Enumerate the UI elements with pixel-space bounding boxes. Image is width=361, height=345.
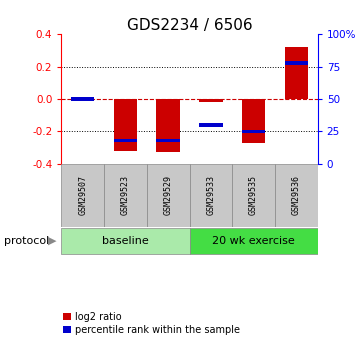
Bar [190, 164, 232, 227]
Bar [190, 228, 318, 254]
Text: GSM29523: GSM29523 [121, 175, 130, 215]
Text: GSM29507: GSM29507 [78, 175, 87, 215]
Text: baseline: baseline [102, 236, 149, 246]
Text: ▶: ▶ [48, 236, 57, 246]
Title: GDS2234 / 6506: GDS2234 / 6506 [127, 18, 252, 33]
Bar [61, 228, 190, 254]
Text: 20 wk exercise: 20 wk exercise [212, 236, 295, 246]
Text: GSM29529: GSM29529 [164, 175, 173, 215]
Bar [71, 97, 95, 101]
Bar [199, 123, 223, 127]
Bar [275, 164, 318, 227]
Text: GSM29535: GSM29535 [249, 175, 258, 215]
Bar [104, 164, 147, 227]
Bar [114, 99, 137, 151]
Text: protocol: protocol [4, 236, 49, 246]
Bar [114, 139, 137, 142]
Bar [242, 99, 265, 142]
Bar [147, 164, 190, 227]
Bar [61, 164, 104, 227]
Bar [232, 164, 275, 227]
Text: GSM29533: GSM29533 [206, 175, 216, 215]
Bar [284, 47, 308, 99]
Bar [156, 99, 180, 152]
Bar [242, 129, 265, 133]
Bar [199, 99, 223, 102]
Legend: log2 ratio, percentile rank within the sample: log2 ratio, percentile rank within the s… [59, 308, 243, 338]
Bar [284, 61, 308, 65]
Bar [156, 139, 180, 142]
Text: GSM29536: GSM29536 [292, 175, 301, 215]
